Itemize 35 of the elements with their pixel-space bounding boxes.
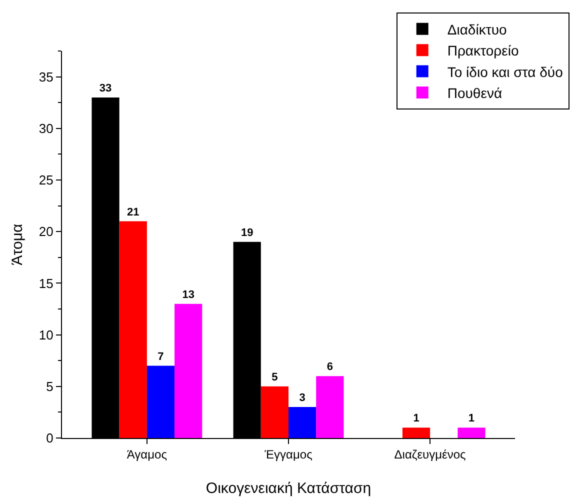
y-tick-label: 30: [38, 120, 54, 136]
legend-label: Το ίδιο και στα δύο: [447, 64, 564, 80]
legend-label: Πουθενά: [447, 84, 502, 101]
data-label: 6: [326, 361, 333, 374]
y-tick-label: 0: [46, 430, 54, 446]
legend-label: Διαδίκτυο: [447, 21, 508, 38]
bar: [119, 221, 147, 438]
y-axis-title: Άτομα: [9, 223, 26, 266]
data-label: 21: [127, 206, 140, 218]
y-tick-label: 5: [46, 378, 54, 394]
bar: [174, 304, 202, 438]
bar: [288, 407, 316, 438]
data-label: 5: [272, 371, 278, 384]
legend-label: Πρακτορείο: [447, 42, 519, 59]
y-tick-label: 20: [38, 224, 54, 240]
data-label: 33: [99, 82, 112, 94]
bar: [146, 366, 175, 438]
data-label: 19: [240, 226, 254, 239]
y-tick-label: 10: [38, 327, 54, 342]
y-tick-label: 25: [38, 172, 54, 188]
x-tick-label: Έγγαμος: [264, 447, 313, 462]
bar: [260, 386, 288, 438]
x-axis-title: Οικογενειακή Κατάσταση: [206, 480, 372, 497]
x-tick-label: Άγαμος: [126, 447, 168, 462]
bar: [402, 428, 430, 438]
data-label: 7: [158, 350, 164, 363]
bar: [316, 376, 344, 438]
y-tick-label: 35: [38, 69, 54, 84]
data-label: 13: [182, 288, 194, 301]
data-label: 3: [299, 392, 306, 404]
x-tick-label: Διαζευγμένος: [394, 447, 466, 462]
y-tick-label: 15: [38, 276, 54, 291]
bar: [458, 428, 486, 438]
data-label: 1: [413, 412, 420, 425]
data-label: 1: [468, 412, 475, 425]
